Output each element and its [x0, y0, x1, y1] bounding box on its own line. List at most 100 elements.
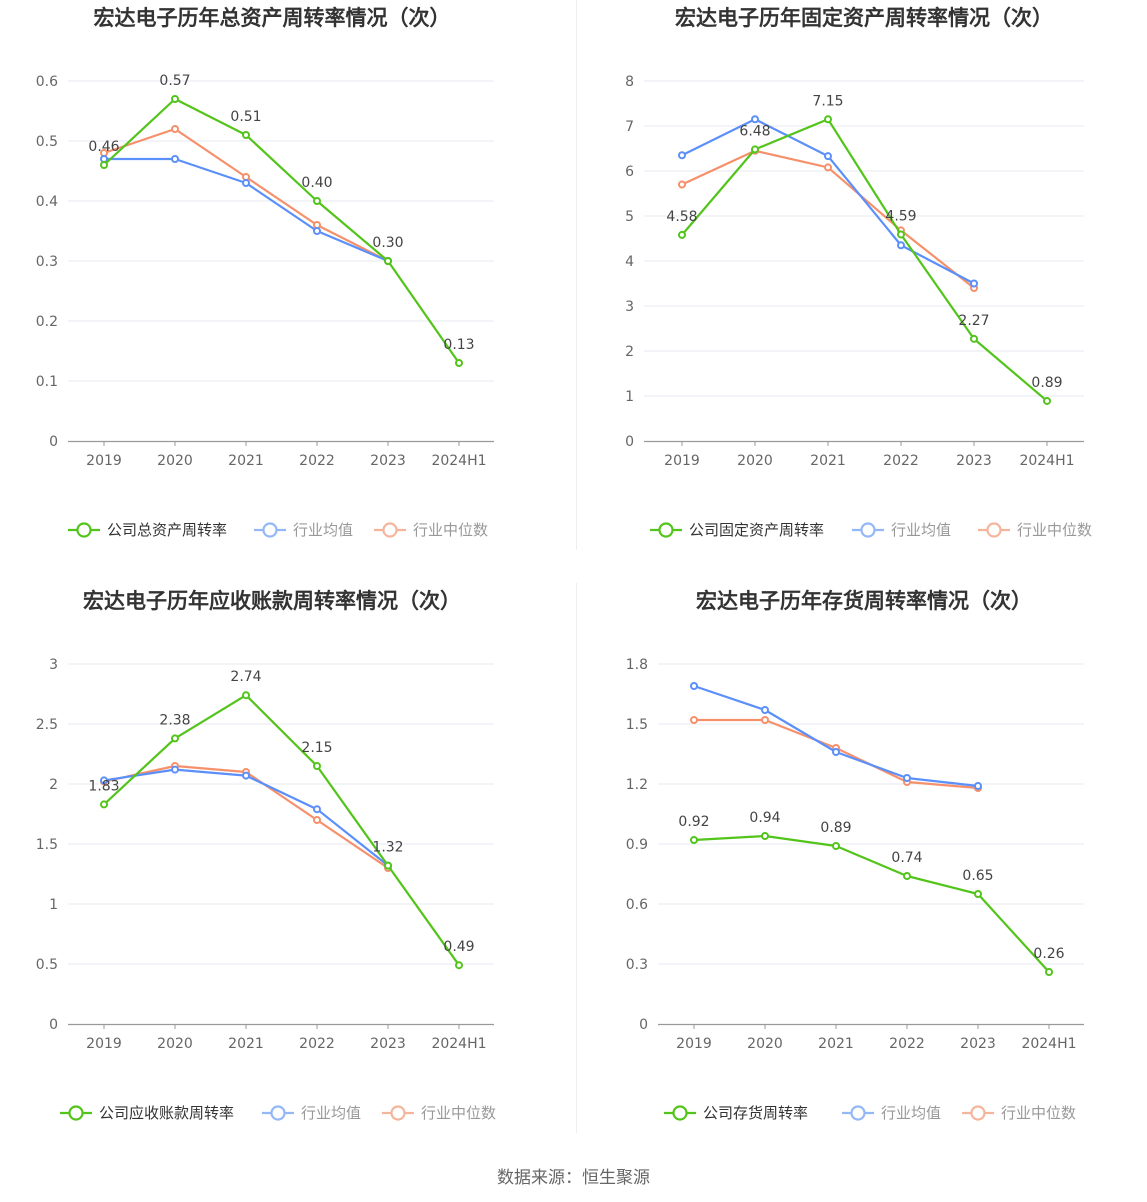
chart-panel-fixed-asset-turnover: 宏达电子历年固定资产周转率情况（次） 0 1 2 3 4 5 6 7 8 2019 2020 2021 2…	[574, 0, 1147, 582]
x-tick-label: 2023	[370, 453, 406, 469]
data-point	[974, 890, 982, 898]
y-tick-label: 0.1	[36, 374, 58, 390]
legend-label: 公司固定资产周转率	[689, 521, 824, 539]
data-point	[242, 131, 250, 139]
data-point	[313, 227, 321, 235]
data-point	[1045, 968, 1053, 976]
data-label: 2.38	[159, 712, 190, 728]
chart-panel-receivables-turnover: 宏达电子历年应收账款周转率情况（次） 0 0.5 1 1.5 2 2.5 3 2019 2020 2…	[0, 583, 573, 1165]
data-point	[313, 197, 321, 205]
data-point	[171, 765, 179, 774]
data-label: 0.51	[230, 109, 261, 125]
legend-label: 公司存货周转率	[703, 1104, 808, 1122]
data-point	[171, 125, 179, 133]
y-tick-label: 1	[49, 897, 58, 913]
legend-label: 行业中位数	[421, 1104, 496, 1122]
y-tick-label: 1.5	[36, 837, 58, 853]
x-tick-label: 2024H1	[431, 453, 486, 469]
data-label: 4.59	[885, 208, 916, 224]
data-label: 1.83	[88, 778, 119, 794]
data-point	[751, 145, 759, 154]
data-label: 6.48	[739, 123, 770, 139]
data-label: 0.89	[820, 820, 851, 836]
x-tick-label: 2020	[737, 453, 773, 469]
x-tick-label: 2023	[956, 453, 992, 469]
x-tick-label: 2020	[157, 1036, 193, 1052]
x-tick-label: 2022	[889, 1036, 925, 1052]
legend-marker-icon	[672, 1105, 688, 1121]
series-line	[681, 118, 1048, 402]
legend-marker-icon	[68, 1105, 84, 1121]
series-line	[103, 764, 389, 869]
data-point	[242, 691, 250, 700]
x-tick-label: 2023	[370, 1036, 406, 1052]
y-tick-label: 0.3	[626, 957, 648, 973]
x-tick-label: 2022	[299, 1036, 335, 1052]
data-label: 0.92	[678, 814, 709, 830]
data-point	[455, 961, 463, 970]
data-point	[903, 872, 911, 880]
x-tick-label: 2024H1	[1021, 1036, 1076, 1052]
data-point	[100, 800, 108, 809]
data-point	[897, 230, 905, 239]
y-tick-label: 7	[625, 119, 634, 135]
data-point	[678, 151, 686, 160]
legend-marker-icon	[860, 522, 876, 538]
y-tick-label: 0.6	[36, 74, 58, 90]
data-label: 0.49	[443, 939, 474, 955]
y-tick-label: 0.4	[36, 194, 58, 210]
legend-marker-icon	[850, 1105, 866, 1121]
series-line	[103, 97, 460, 364]
series-line	[693, 684, 979, 788]
chart-svg: 宏达电子历年固定资产周转率情况（次） 0 1 2 3 4 5 6 7 8 2019 2020 2021 2…	[625, 6, 1092, 539]
y-tick-label: 8	[625, 74, 634, 90]
legend-label: 行业中位数	[1017, 521, 1092, 539]
legend-label: 行业中位数	[413, 521, 488, 539]
data-point	[824, 152, 832, 161]
data-label: 0.94	[749, 810, 780, 826]
data-label: 2.74	[230, 669, 261, 685]
data-point	[761, 716, 769, 724]
x-tick-label: 2021	[228, 453, 264, 469]
chart-title: 宏达电子历年固定资产周转率情况（次）	[675, 6, 1053, 30]
data-point	[242, 179, 250, 187]
data-point	[678, 180, 686, 189]
data-label: 2.15	[301, 740, 332, 756]
data-point	[761, 706, 769, 714]
data-point	[690, 682, 698, 690]
data-label: 0.13	[443, 337, 474, 353]
series-line	[103, 694, 460, 966]
legend-label: 公司应收账款周转率	[99, 1104, 234, 1122]
y-tick-label: 3	[49, 657, 58, 673]
y-tick-label: 0.3	[36, 254, 58, 270]
legend-marker-icon	[76, 522, 92, 538]
data-point	[903, 774, 911, 782]
legend-marker-icon	[262, 522, 278, 538]
series-line	[681, 118, 975, 285]
y-tick-label: 4	[625, 254, 634, 270]
data-label: 7.15	[812, 93, 843, 109]
data-point	[690, 716, 698, 724]
chart-title: 宏达电子历年总资产周转率情况（次）	[94, 6, 451, 30]
data-point	[751, 115, 759, 124]
data-point	[171, 155, 179, 163]
y-tick-label: 2	[625, 344, 634, 360]
series-line	[103, 127, 389, 262]
legend-marker-icon	[270, 1105, 286, 1121]
data-point	[897, 241, 905, 250]
legend-marker-icon	[658, 522, 674, 538]
y-tick-label: 1.8	[626, 657, 648, 673]
data-point	[171, 95, 179, 103]
legend-marker-icon	[382, 522, 398, 538]
y-tick-label: 0.5	[36, 957, 58, 973]
chart-svg: 宏达电子历年应收账款周转率情况（次） 0 0.5 1 1.5 2 2.5 3 2019 2020 2…	[36, 589, 496, 1122]
data-point	[313, 805, 321, 814]
data-point	[313, 816, 321, 824]
legend-label: 行业均值	[301, 1104, 361, 1122]
data-point	[455, 359, 463, 367]
chart-title: 宏达电子历年存货周转率情况（次）	[696, 589, 1032, 613]
data-point	[761, 832, 769, 840]
y-tick-label: 5	[625, 209, 634, 225]
x-tick-label: 2021	[228, 1036, 264, 1052]
legend-label: 行业均值	[881, 1104, 941, 1122]
